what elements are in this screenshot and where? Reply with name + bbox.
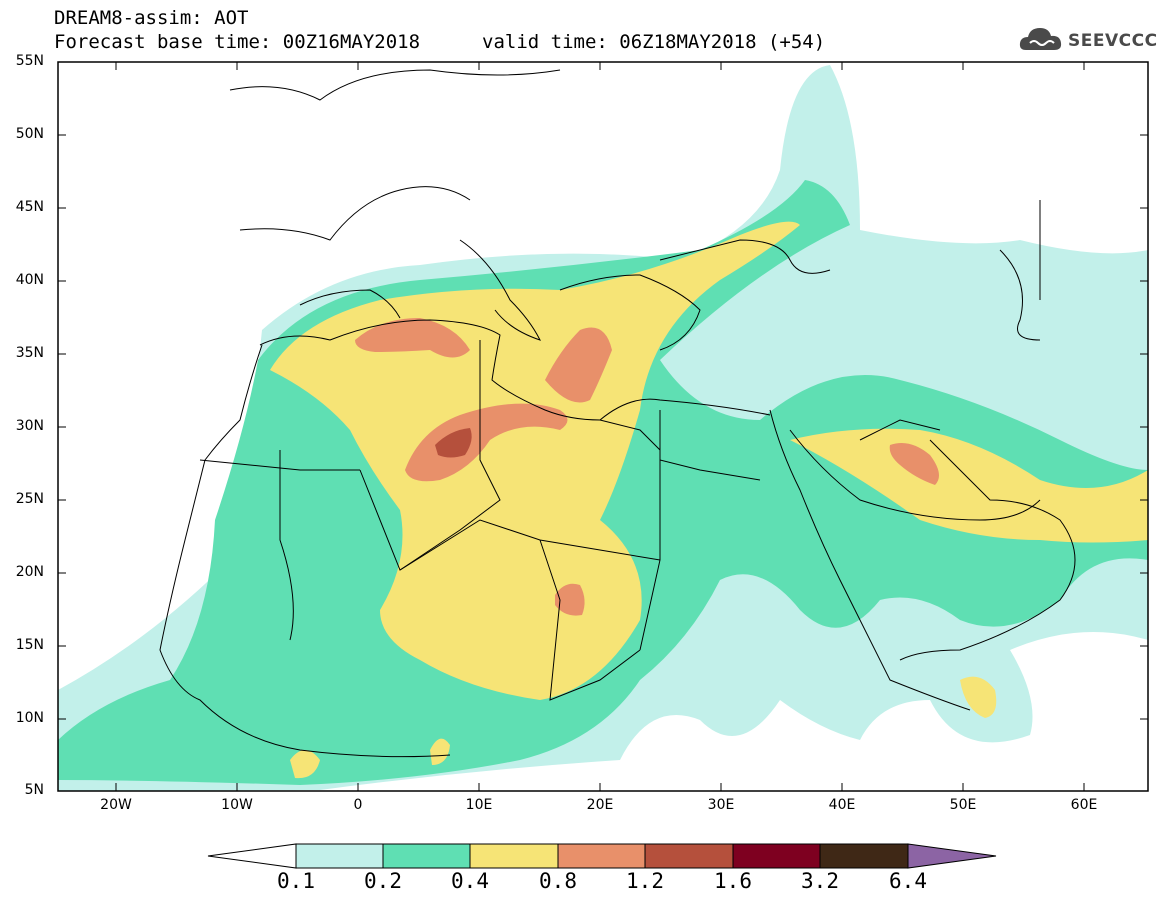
lon-label: 0: [353, 797, 363, 813]
colorbar-swatch: [732, 843, 821, 869]
colorbar: [207, 843, 997, 869]
map-title: DREAM8-assim: AOT: [54, 7, 249, 29]
lat-label: 15N: [15, 637, 44, 653]
colorbar-swatch: [469, 843, 559, 869]
valid-time: valid time: 06Z18MAY2018 (+54): [482, 31, 826, 53]
lon-label: 10E: [465, 797, 493, 813]
colorbar-label: 0.2: [364, 869, 402, 893]
colorbar-label: 0.1: [277, 869, 315, 893]
lon-label: 10W: [221, 797, 253, 813]
colorbar-swatch: [295, 843, 384, 869]
aot-field: [58, 65, 1148, 791]
colorbar-swatch: [382, 843, 471, 869]
colorbar-swatch: [557, 843, 646, 869]
colorbar-label: 6.4: [889, 869, 927, 893]
logo-text: SEEVCCC: [1068, 31, 1158, 51]
colorbar-label: 0.8: [539, 869, 577, 893]
lat-label: 20N: [15, 564, 44, 580]
lat-label: 10N: [15, 710, 44, 726]
colorbar-over-arrow: [907, 843, 997, 869]
lat-label: 5N: [24, 782, 44, 798]
lon-label: 50E: [949, 797, 977, 813]
colorbar-label: 1.6: [714, 869, 752, 893]
lon-label: 60E: [1070, 797, 1098, 813]
colorbar-label: 0.4: [451, 869, 489, 893]
lat-label: 45N: [15, 199, 44, 215]
lon-label: 20E: [586, 797, 614, 813]
colorbar-swatch: [819, 843, 909, 869]
coastlines: [159, 69, 1076, 758]
lat-label: 55N: [15, 53, 44, 69]
colorbar-label: 1.2: [626, 869, 664, 893]
lon-label: 20W: [100, 797, 132, 813]
lat-label: 50N: [15, 126, 44, 142]
lat-label: 35N: [15, 345, 44, 361]
lon-label: 30E: [707, 797, 735, 813]
colorbar-under-arrow: [207, 843, 297, 869]
lat-label: 40N: [15, 272, 44, 288]
forecast-base-time: Forecast base time: 00Z16MAY2018: [54, 31, 421, 53]
lat-label: 30N: [15, 418, 44, 434]
lon-label: 40E: [828, 797, 856, 813]
colorbar-label: 3.2: [801, 869, 839, 893]
axis-ticks: [58, 62, 1148, 791]
lat-label: 25N: [15, 491, 44, 507]
colorbar-swatch: [644, 843, 734, 869]
seevccc-logo: SEEVCCC: [1018, 22, 1158, 58]
cloud-icon: [1019, 28, 1062, 50]
